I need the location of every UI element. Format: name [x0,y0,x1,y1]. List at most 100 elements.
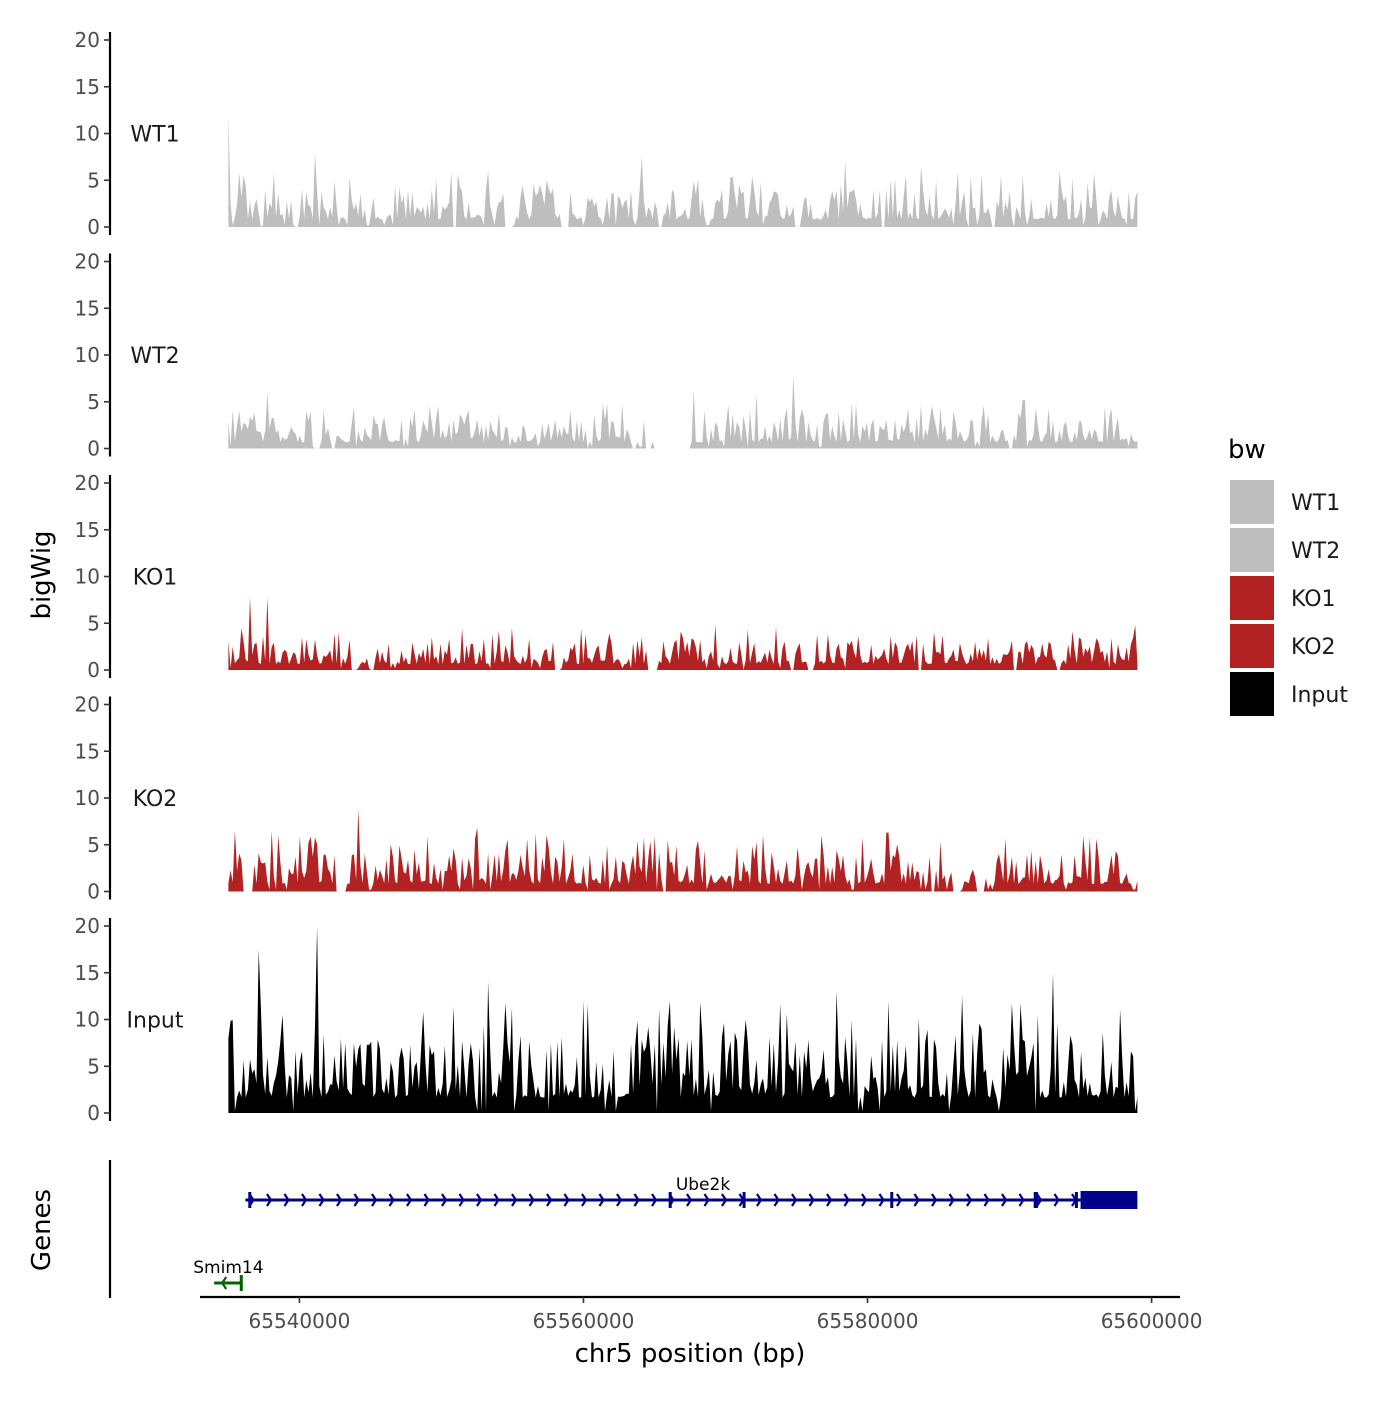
strand-arrow [1036,1193,1043,1207]
legend-label: KO1 [1291,587,1336,612]
strand-arrow [1053,1193,1060,1207]
strand-arrow [563,1193,570,1207]
gene-exon [1080,1191,1138,1209]
y-tick-label: 0 [87,1101,100,1125]
y-tick-label: 0 [87,658,100,682]
gene-exon [1074,1192,1078,1208]
strand-arrow [546,1193,553,1207]
y-tick-label: 0 [87,215,100,239]
y-tick-label: 0 [87,880,100,904]
strand-arrow [721,1193,728,1207]
strand-arrow [896,1193,903,1207]
strand-arrow [861,1193,868,1207]
gene-label: Ube2k [676,1175,731,1195]
x-tick-label: 65540000 [249,1309,351,1333]
strand-arrow [808,1193,815,1207]
y-tick-label: 20 [75,471,100,495]
y-tick-label: 20 [75,250,100,274]
strand-arrow [756,1193,763,1207]
signal-tracks: 0 5 10 15 20 WT1 0 5 10 15 20 WT2 0 5 10 15 20 KO1 0 5 10 15 2… [75,28,1138,1125]
x-tick-label: 65560000 [533,1309,635,1333]
strand-arrow [931,1193,938,1207]
strand-arrow [1001,1193,1008,1207]
legend-swatch [1230,480,1274,524]
strand-arrow [441,1193,448,1207]
strand-arrow [651,1193,658,1207]
strand-arrow [581,1193,588,1207]
strand-arrow [948,1193,955,1207]
y-axis-title: bigWig [27,530,57,619]
y-tick-label: 10 [75,565,100,589]
strand-arrow [983,1193,990,1207]
y-tick-label: 10 [75,122,100,146]
signal-area [228,809,1138,892]
legend-label: WT2 [1291,539,1340,564]
y-tick-label: 15 [75,961,100,985]
gene-exon [248,1192,252,1208]
y-tick-label: 15 [75,739,100,763]
strand-arrow [301,1193,308,1207]
y-tick-label: 20 [75,693,100,717]
gene-label: Smim14 [193,1258,263,1278]
strand-arrow [633,1193,640,1207]
strand-arrow [353,1193,360,1207]
track-label: KO2 [133,787,178,812]
gene-exon [1033,1192,1038,1208]
y-tick-label: 5 [87,611,100,635]
y-tick-label: 5 [87,390,100,414]
strand-arrow [703,1193,710,1207]
track-label: Input [127,1009,184,1034]
strand-arrow [220,1276,228,1290]
strand-arrow [791,1193,798,1207]
strand-arrow [266,1193,273,1207]
track-label: WT2 [130,344,179,369]
gene-exon [890,1192,894,1208]
track-wt2: 0 5 10 15 20 WT2 [75,250,1138,461]
gene-track: Ube2k Smim14 [108,1160,1138,1298]
gene-exon [668,1192,672,1208]
legend-swatch [1230,624,1274,668]
strand-arrow [423,1193,430,1207]
strand-arrow [773,1193,780,1207]
strand-arrow [913,1193,920,1207]
strand-arrow [826,1193,833,1207]
y-tick-label: 15 [75,296,100,320]
legend: bw WT1 WT2 KO1 KO2 Input [1228,435,1348,716]
gene-exon [742,1192,746,1208]
y-tick-label: 15 [75,518,100,542]
x-axis: 65540000 65560000 65580000 65600000 [200,1295,1202,1333]
strand-arrow [1018,1193,1025,1207]
track-ko1: 0 5 10 15 20 KO1 [75,471,1138,682]
strand-arrow [388,1193,395,1207]
strand-arrow [878,1193,885,1207]
y-tick-label: 5 [87,1054,100,1078]
strand-arrow [966,1193,973,1207]
legend-label: Input [1291,683,1348,708]
track-input: 0 5 10 15 20 Input [75,914,1138,1125]
legend-swatch [1230,576,1274,620]
strand-arrow [458,1193,465,1207]
y-tick-label: 5 [87,833,100,857]
strand-arrow [283,1193,290,1207]
strand-arrow [336,1193,343,1207]
legend-swatch [1230,528,1274,572]
strand-arrow [616,1193,623,1207]
y-tick-label: 10 [75,786,100,810]
x-tick-label: 65580000 [817,1309,919,1333]
signal-area [228,926,1138,1113]
y-tick-label: 20 [75,914,100,938]
strand-arrow [598,1193,605,1207]
legend-swatch [1230,672,1274,716]
signal-area [228,597,1138,670]
strand-arrow [493,1193,500,1207]
y-tick-label: 5 [87,168,100,192]
legend-label: WT1 [1291,491,1340,516]
y-tick-label: 10 [75,1008,100,1032]
strand-arrow [528,1193,535,1207]
strand-arrow [406,1193,413,1207]
signal-area [228,114,1138,227]
track-ko2: 0 5 10 15 20 KO2 [75,693,1138,904]
genes-axis-title: Genes [27,1189,57,1271]
